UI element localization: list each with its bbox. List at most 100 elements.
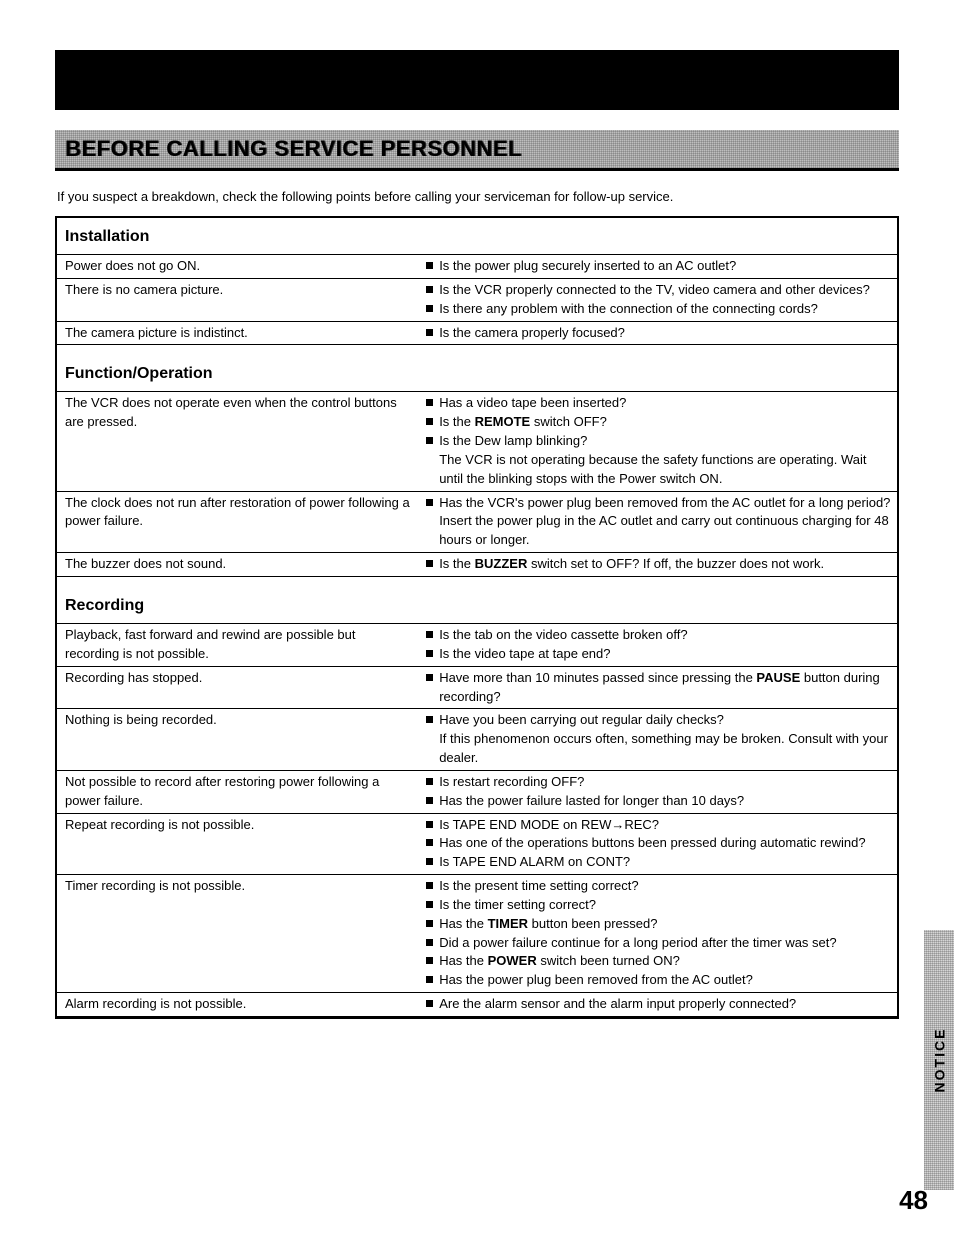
check-cell: Has a video tape been inserted?Is the RE… xyxy=(418,392,897,491)
check-text: Are the alarm sensor and the alarm input… xyxy=(439,995,891,1014)
check-item: Has the power failure lasted for longer … xyxy=(426,792,891,811)
table-row: There is no camera picture.Is the VCR pr… xyxy=(57,278,897,321)
table-row: Alarm recording is not possible. Are the … xyxy=(57,993,897,1017)
table-row: Playback, fast forward and rewind are po… xyxy=(57,623,897,666)
problem-cell: Power does not go ON. xyxy=(57,255,418,279)
check-text: Is restart recording OFF? xyxy=(439,773,891,792)
header-black-bar xyxy=(55,50,899,110)
bullet-icon xyxy=(426,957,433,964)
bullet-icon xyxy=(426,882,433,889)
table-row: The clock does not run after restoration… xyxy=(57,491,897,553)
bullet-icon xyxy=(426,674,433,681)
bullet-icon xyxy=(426,399,433,406)
check-cell: Have you been carrying out regular daily… xyxy=(418,709,897,771)
table-row: Not possible to record after restoring p… xyxy=(57,770,897,813)
problem-cell: Recording has stopped. xyxy=(57,666,418,709)
bullet-icon xyxy=(426,418,433,425)
table-row: The VCR does not operate even when the c… xyxy=(57,392,897,491)
check-text: Is TAPE END MODE on REW→REC? xyxy=(439,816,891,835)
check-text: Is TAPE END ALARM on CONT? xyxy=(439,853,891,872)
check-item: Is the REMOTE switch OFF? xyxy=(426,413,891,432)
check-text: Has the power failure lasted for longer … xyxy=(439,792,891,811)
check-text: Is the VCR properly connected to the TV,… xyxy=(439,281,891,300)
check-item: Is there any problem with the connection… xyxy=(426,300,891,319)
table-row: Power does not go ON. Is the power plug s… xyxy=(57,255,897,279)
check-text: Has the power plug been removed from the… xyxy=(439,971,891,990)
check-text: Is the timer setting correct? xyxy=(439,896,891,915)
check-item: Are the alarm sensor and the alarm input… xyxy=(426,995,891,1014)
problem-cell: Timer recording is not possible. xyxy=(57,875,418,993)
check-text: Is the present time setting correct? xyxy=(439,877,891,896)
check-continuation: The VCR is not operating because the saf… xyxy=(426,451,891,489)
bullet-icon xyxy=(426,437,433,444)
page-number: 48 xyxy=(899,1185,928,1216)
bullet-icon xyxy=(426,262,433,269)
bullet-icon xyxy=(426,499,433,506)
section-heading: Installation xyxy=(57,222,897,254)
check-cell: Are the alarm sensor and the alarm input… xyxy=(418,993,897,1017)
check-item: Is TAPE END ALARM on CONT? xyxy=(426,853,891,872)
table-row: Nothing is being recorded. Have you been … xyxy=(57,709,897,771)
check-item: Have more than 10 minutes passed since p… xyxy=(426,669,891,707)
check-item: Is TAPE END MODE on REW→REC? xyxy=(426,816,891,835)
table-row: Recording has stopped.Have more than 10 … xyxy=(57,666,897,709)
check-text: Is the camera properly focused? xyxy=(439,324,891,343)
check-item: Is the Dew lamp blinking? xyxy=(426,432,891,451)
check-item: Has the TIMER button been pressed? xyxy=(426,915,891,934)
section-heading: Function/Operation xyxy=(57,359,897,391)
troubleshooting-table: The VCR does not operate even when the c… xyxy=(57,391,897,577)
check-text: Is the power plug securely inserted to a… xyxy=(439,257,891,276)
table-row: The buzzer does not sound.Is the BUZZER … xyxy=(57,553,897,577)
troubleshooting-table: Playback, fast forward and rewind are po… xyxy=(57,623,897,1017)
check-text: Has one of the operations buttons been p… xyxy=(439,834,891,853)
check-text: Has the VCR's power plug been removed fr… xyxy=(439,494,891,551)
side-tab-label: NOTICE xyxy=(931,1028,947,1093)
bullet-icon xyxy=(426,976,433,983)
check-cell: Is the power plug securely inserted to a… xyxy=(418,255,897,279)
troubleshooting-frame: InstallationPower does not go ON. Is the … xyxy=(55,216,899,1019)
check-item: Has the VCR's power plug been removed fr… xyxy=(426,494,891,551)
check-item: Is the tab on the video cassette broken … xyxy=(426,626,891,645)
problem-cell: The camera picture is indistinct. xyxy=(57,321,418,345)
table-row: Repeat recording is not possible. Is TAPE… xyxy=(57,813,897,875)
bullet-icon xyxy=(426,329,433,336)
check-text: Did a power failure continue for a long … xyxy=(439,934,891,953)
problem-cell: The clock does not run after restoration… xyxy=(57,491,418,553)
table-row: Timer recording is not possible. Is the p… xyxy=(57,875,897,993)
bullet-icon xyxy=(426,839,433,846)
bullet-icon xyxy=(426,286,433,293)
problem-cell: Nothing is being recorded. xyxy=(57,709,418,771)
problem-cell: Playback, fast forward and rewind are po… xyxy=(57,623,418,666)
section-heading: Recording xyxy=(57,591,897,623)
problem-cell: Alarm recording is not possible. xyxy=(57,993,418,1017)
bullet-icon xyxy=(426,901,433,908)
page-title: BEFORE CALLING SERVICE PERSONNEL xyxy=(65,136,889,162)
check-cell: Has the VCR's power plug been removed fr… xyxy=(418,491,897,553)
check-item: Is the camera properly focused? xyxy=(426,324,891,343)
check-text: Is the BUZZER switch set to OFF? If off,… xyxy=(439,555,891,574)
check-text: Is there any problem with the connection… xyxy=(439,300,891,319)
check-text: Is the tab on the video cassette broken … xyxy=(439,626,891,645)
table-row: The camera picture is indistinct. Is the … xyxy=(57,321,897,345)
check-item: Is the video tape at tape end? xyxy=(426,645,891,664)
check-item: Is the present time setting correct? xyxy=(426,877,891,896)
problem-cell: The VCR does not operate even when the c… xyxy=(57,392,418,491)
problem-cell: Repeat recording is not possible. xyxy=(57,813,418,875)
check-item: Has the power plug been removed from the… xyxy=(426,971,891,990)
check-cell: Is the VCR properly connected to the TV,… xyxy=(418,278,897,321)
intro-text: If you suspect a breakdown, check the fo… xyxy=(55,189,899,204)
check-item: Is the BUZZER switch set to OFF? If off,… xyxy=(426,555,891,574)
check-text: Is the REMOTE switch OFF? xyxy=(439,413,891,432)
bullet-icon xyxy=(426,716,433,723)
check-text: Have you been carrying out regular daily… xyxy=(439,711,891,730)
check-item: Is restart recording OFF? xyxy=(426,773,891,792)
check-cell: Is restart recording OFF?Has the power f… xyxy=(418,770,897,813)
check-item: Has a video tape been inserted? xyxy=(426,394,891,413)
bullet-icon xyxy=(426,858,433,865)
troubleshooting-table: Power does not go ON. Is the power plug s… xyxy=(57,254,897,345)
check-continuation: If this phenomenon occurs often, somethi… xyxy=(426,730,891,768)
title-bar: BEFORE CALLING SERVICE PERSONNEL xyxy=(55,130,899,171)
check-item: Have you been carrying out regular daily… xyxy=(426,711,891,730)
check-item: Is the timer setting correct? xyxy=(426,896,891,915)
check-cell: Is the BUZZER switch set to OFF? If off,… xyxy=(418,553,897,577)
